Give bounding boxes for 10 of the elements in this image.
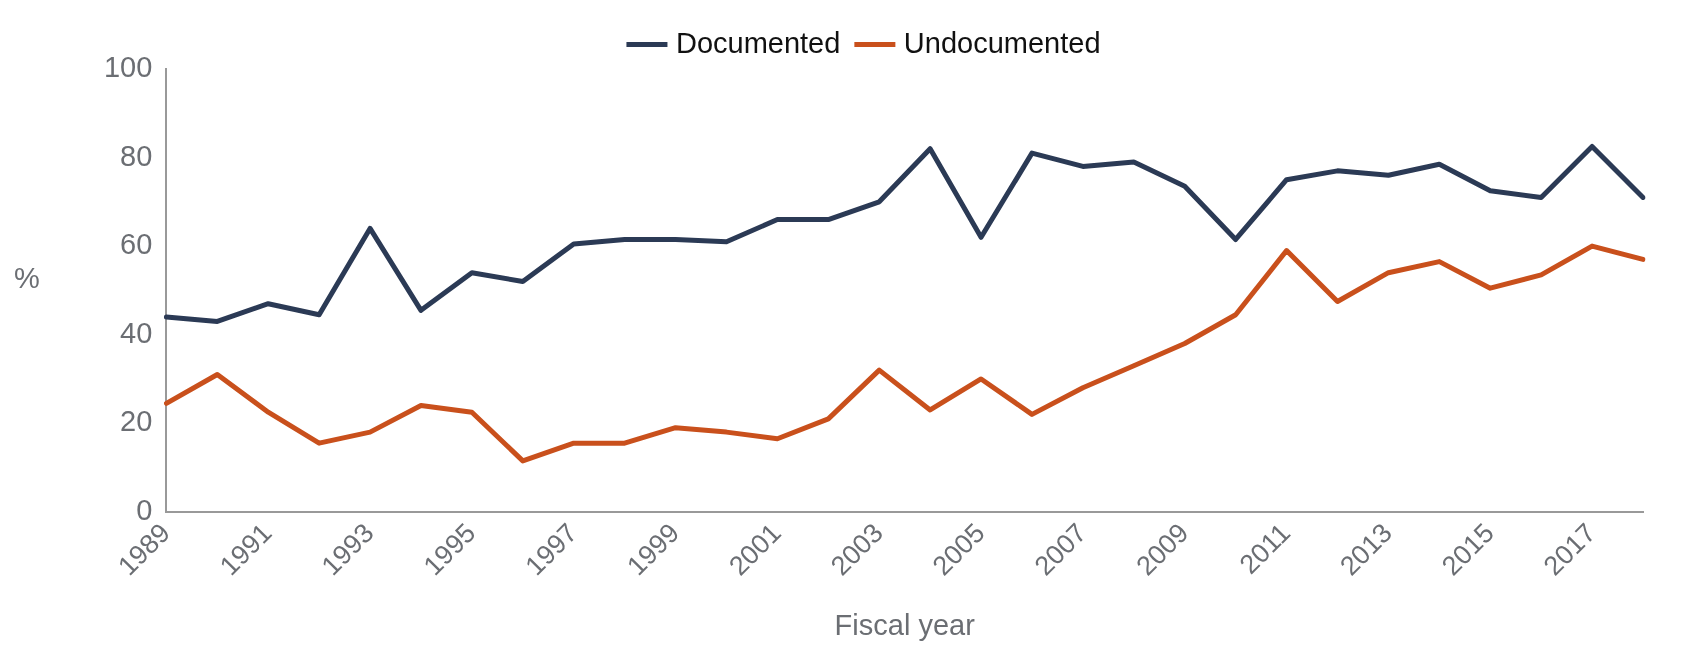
y-tick-label: 20 [120, 405, 153, 438]
y-tick-label: 60 [120, 228, 153, 261]
y-tick-label: 0 [136, 493, 153, 526]
legend-label: Documented [675, 26, 841, 59]
y-tick-label: 80 [120, 139, 153, 172]
legend-label: Undocumented [903, 26, 1101, 59]
x-axis-title: Fiscal year [834, 608, 976, 641]
y-axis-title: % [14, 262, 40, 295]
y-tick-label: 100 [103, 51, 153, 83]
y-tick-label: 40 [120, 316, 153, 349]
